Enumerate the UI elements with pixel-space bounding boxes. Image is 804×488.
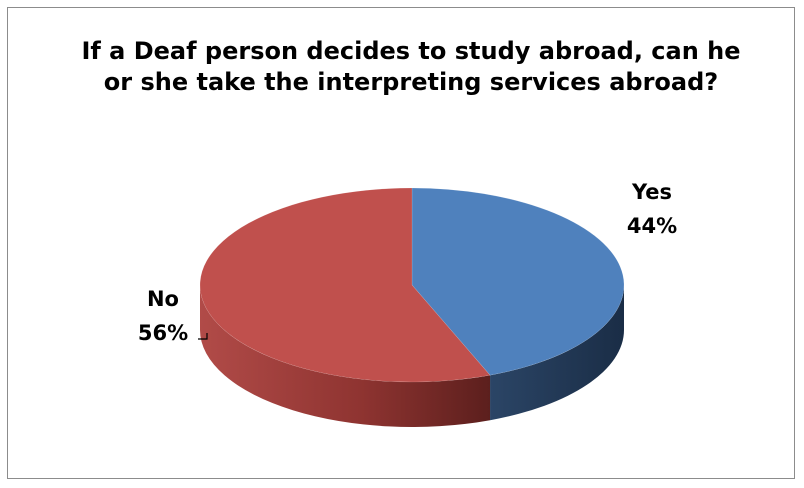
pie-side-yes [490,285,624,421]
chart-title: If a Deaf person decides to study abroad… [81,37,741,96]
label-category-no: No [147,287,179,311]
label-value-no: 56% [138,321,188,345]
pie-slice-yes [411,187,625,376]
pie-side-no [200,285,491,427]
label-value-yes: 44% [627,214,677,238]
label-category-yes: Yes [631,180,672,204]
pie-slice-no [199,187,491,383]
leader-line-no [198,333,208,340]
